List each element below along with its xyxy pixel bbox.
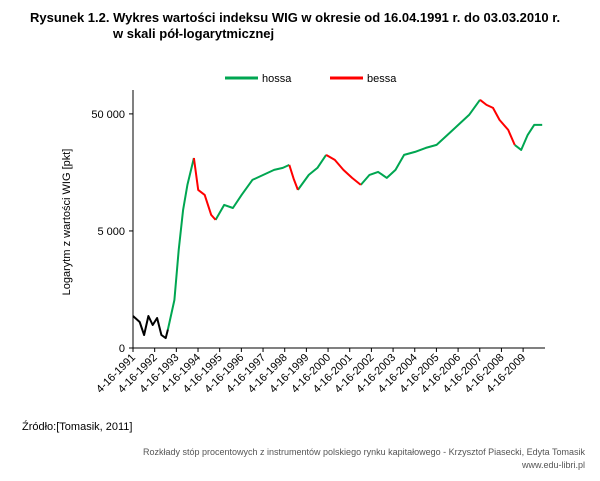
line-series [192, 99, 516, 221]
line-series [166, 99, 543, 330]
footer: www.edu-libri.pl [521, 460, 585, 470]
legend-label: hossa [262, 73, 292, 85]
footer: Rozkłady stóp procentowych z instrumentó… [143, 447, 586, 457]
source: Źródło:[Tomasik, 2011] [22, 420, 132, 433]
line-series [132, 315, 169, 340]
chart-title: Rysunek 1.2. Wykres wartości indeksu WIG… [30, 10, 560, 25]
y-tick-label: 50 000 [91, 109, 125, 121]
y-tick-label: 0 [119, 343, 125, 355]
y-axis-label: Logarytm z wartości WIG [pkt] [61, 149, 73, 296]
legend-label: bessa [367, 73, 397, 85]
chart-title: w skali pół-logarytmicznej [112, 26, 274, 41]
y-tick-label: 5 000 [97, 226, 125, 238]
